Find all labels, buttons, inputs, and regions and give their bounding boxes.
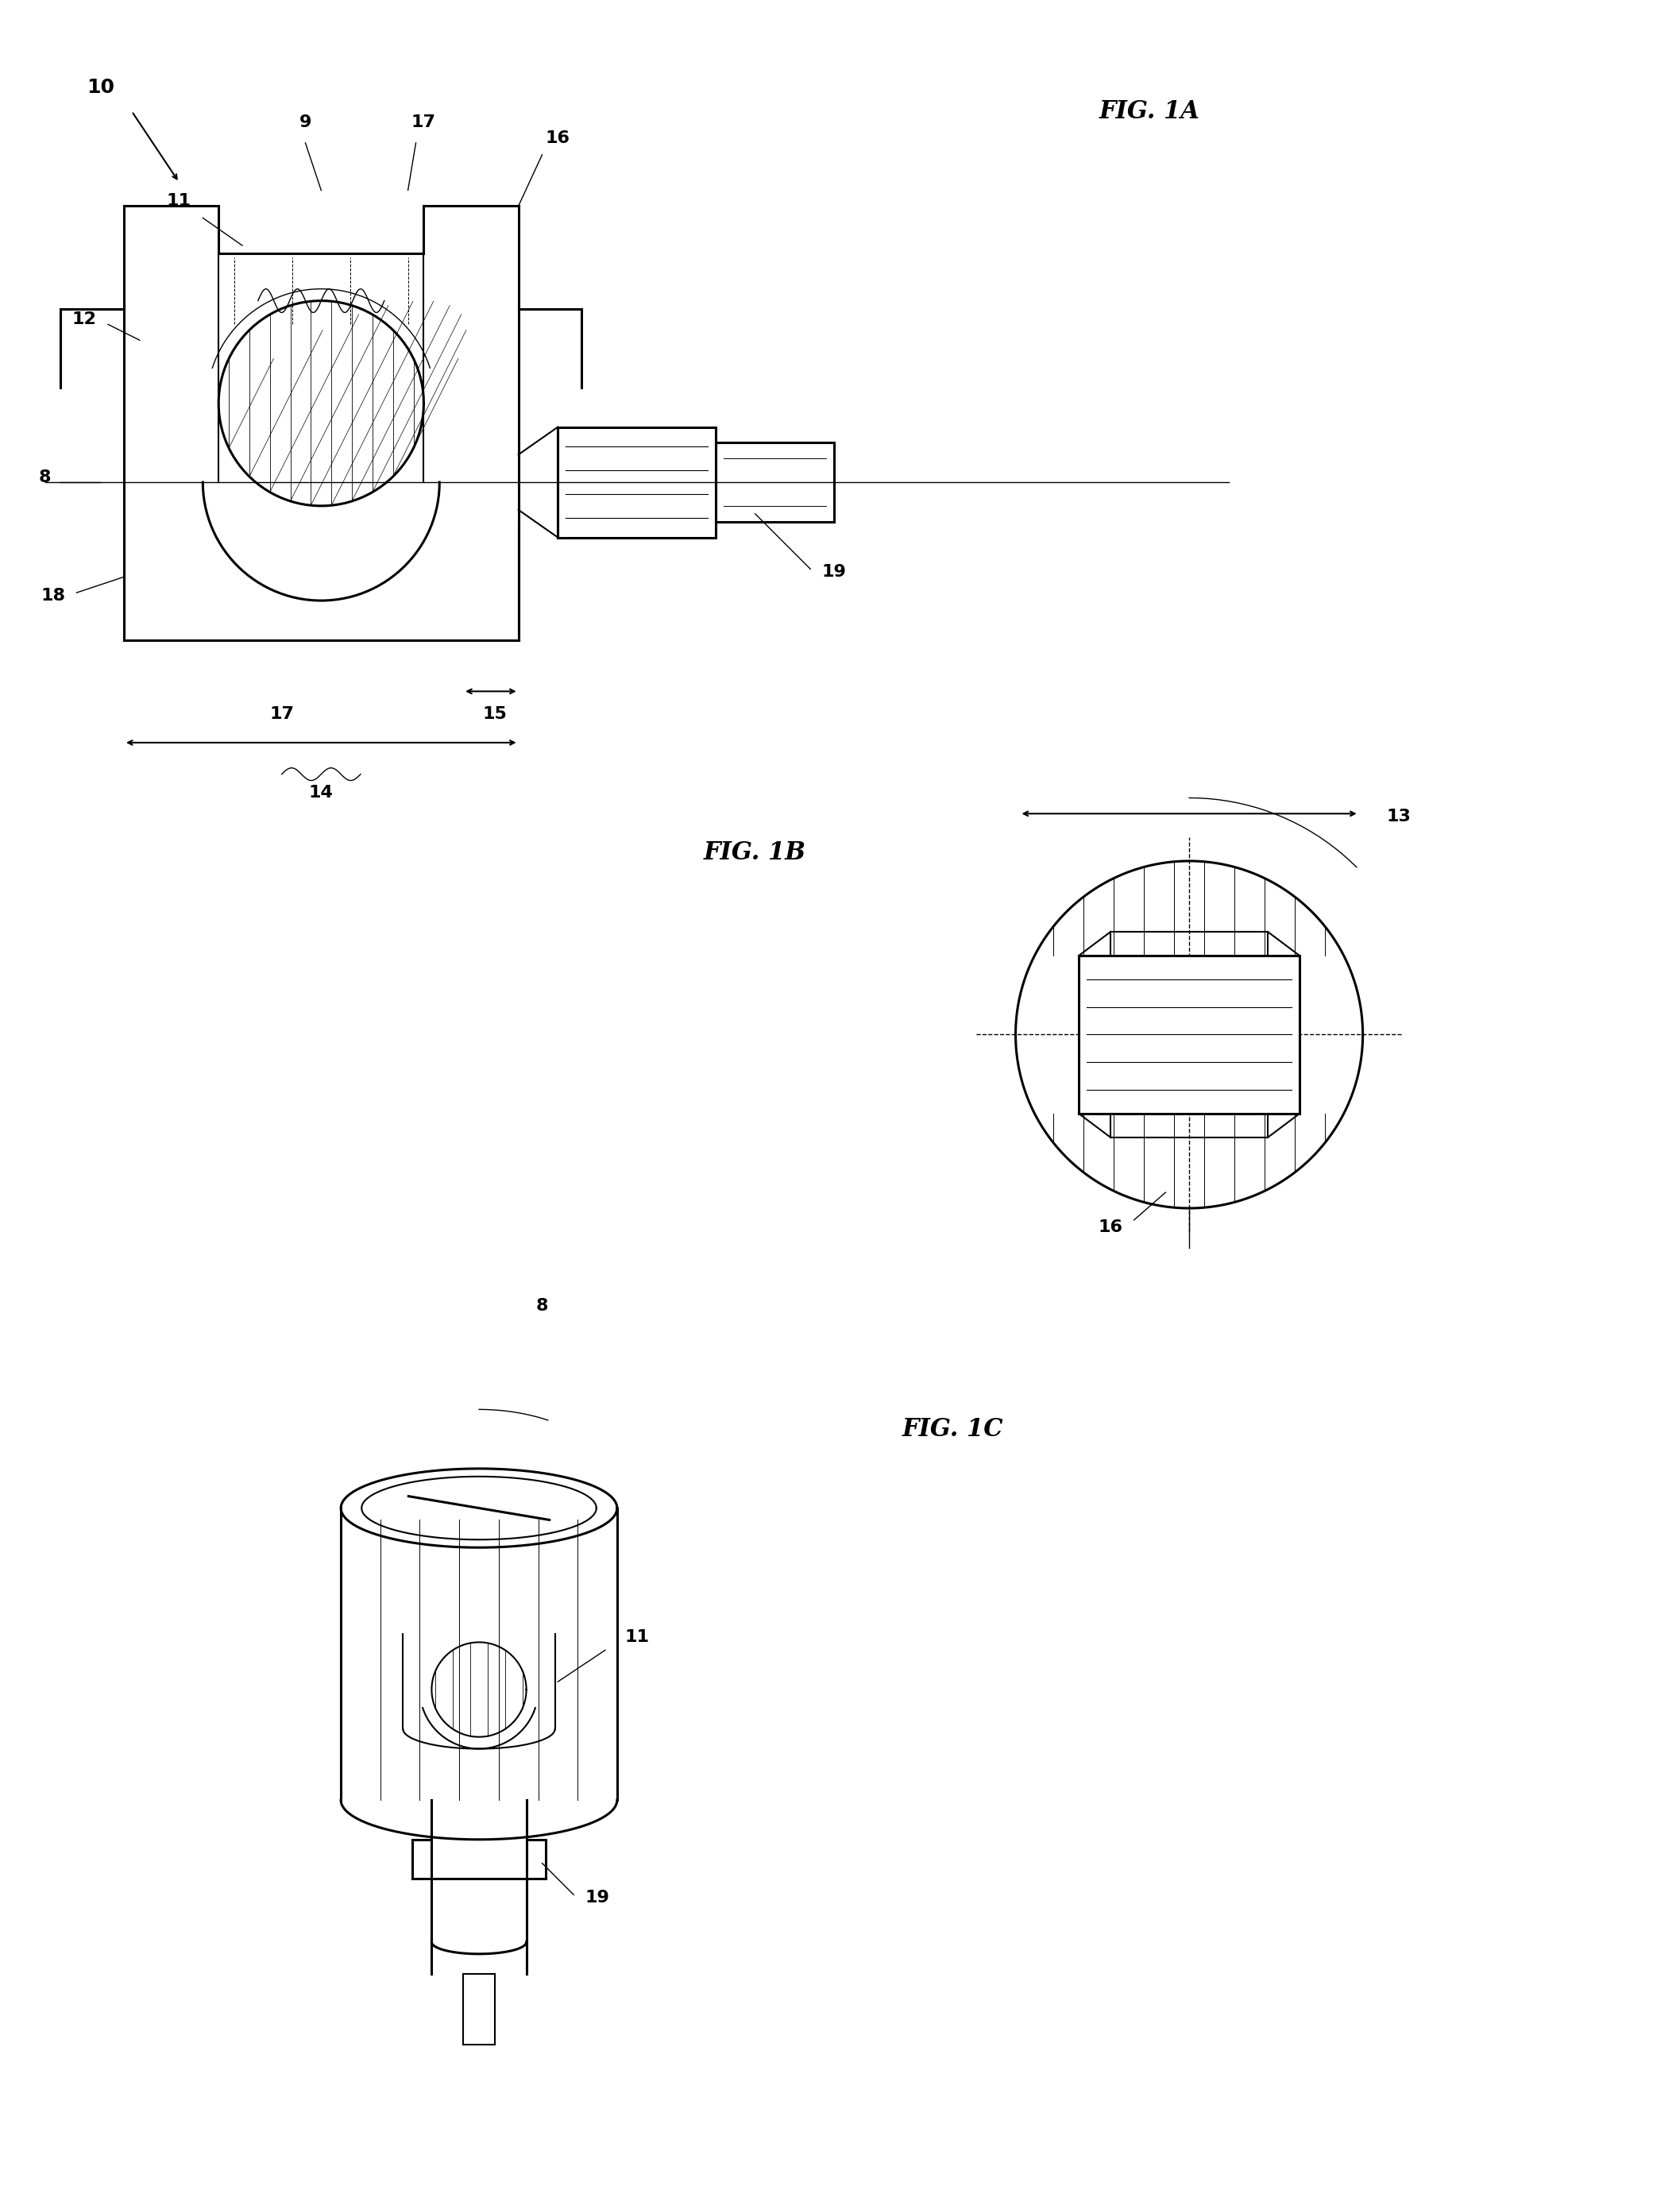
- Text: FIG. 1B: FIG. 1B: [704, 842, 806, 866]
- Text: 19: 19: [822, 564, 847, 579]
- Text: 8: 8: [39, 470, 50, 485]
- Text: 19: 19: [585, 1891, 610, 1906]
- Text: 8: 8: [536, 1298, 548, 1314]
- Text: 12: 12: [72, 313, 97, 328]
- Text: 15: 15: [482, 706, 507, 721]
- Bar: [716, 444, 833, 522]
- Bar: [1079, 955, 1300, 1113]
- Text: 10: 10: [86, 79, 114, 96]
- Text: 14: 14: [309, 785, 333, 800]
- Text: 9: 9: [299, 114, 311, 131]
- Text: 16: 16: [546, 131, 570, 146]
- Text: 17: 17: [412, 114, 437, 131]
- Text: 16: 16: [1099, 1220, 1122, 1235]
- Text: FIG. 1A: FIG. 1A: [1099, 98, 1200, 125]
- Text: 18: 18: [40, 588, 66, 603]
- Text: FIG. 1C: FIG. 1C: [902, 1417, 1003, 1441]
- Text: 11: 11: [625, 1629, 648, 1646]
- Text: 13: 13: [1386, 809, 1411, 824]
- Text: 17: 17: [269, 706, 294, 721]
- Bar: [558, 426, 716, 538]
- Text: 11: 11: [166, 192, 192, 210]
